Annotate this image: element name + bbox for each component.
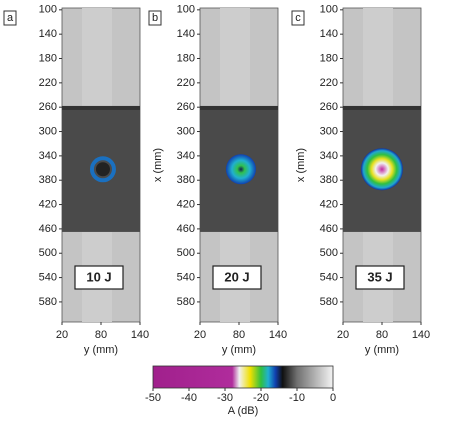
y-tick-label: 180 <box>177 52 195 64</box>
y-tick-label: 380 <box>177 174 195 186</box>
x-axis-label: y (mm) <box>365 344 399 356</box>
y-tick-label: 260 <box>39 101 57 113</box>
plate-edge <box>343 105 421 110</box>
x-tick-label: -30 <box>217 392 233 404</box>
x-tick-label: 140 <box>412 329 430 341</box>
y-tick-label: 580 <box>320 296 338 308</box>
y-tick-label: 340 <box>320 150 338 162</box>
damage-ring <box>89 156 116 183</box>
x-tick-label: 0 <box>330 392 336 404</box>
y-tick-label: 420 <box>320 198 338 210</box>
y-axis-label: x (mm) <box>295 148 307 182</box>
y-tick-label: 420 <box>177 198 195 210</box>
damage-core <box>95 162 110 177</box>
panel-label-box <box>3 10 17 26</box>
x-tick-label: -40 <box>181 392 197 404</box>
y-tick-label: 100 <box>39 4 57 16</box>
y-tick-label: 340 <box>177 150 195 162</box>
y-tick-label: 300 <box>320 125 338 137</box>
y-tick-label: 500 <box>320 247 338 259</box>
y-tick-label: 500 <box>39 247 57 259</box>
x-tick-label: 20 <box>337 329 349 341</box>
y-tick-label: 540 <box>177 271 195 283</box>
x-tick-label: 140 <box>269 329 287 341</box>
y-tick-label: 460 <box>39 223 57 235</box>
y-tick-label: 540 <box>39 271 57 283</box>
x-tick-label: 80 <box>233 329 245 341</box>
panel-label-box <box>148 10 162 26</box>
y-tick-label: 180 <box>39 52 57 64</box>
y-tick-label: 300 <box>177 125 195 137</box>
annotation: 10 J <box>86 269 111 284</box>
plate-edge <box>200 105 278 110</box>
annotation-box <box>74 265 124 290</box>
panel-label-box <box>291 10 305 26</box>
annotation-box <box>212 265 262 290</box>
x-tick-label: 20 <box>56 329 68 341</box>
y-tick-label: 420 <box>39 198 57 210</box>
x-axis-label: A (dB) <box>228 405 259 417</box>
y-tick-label: 260 <box>320 101 338 113</box>
y-tick-label: 340 <box>39 150 57 162</box>
y-tick-label: 540 <box>320 271 338 283</box>
y-tick-label: 140 <box>177 28 195 40</box>
panel-label: c <box>295 12 301 24</box>
y-tick-label: 460 <box>320 223 338 235</box>
x-tick-label: -10 <box>289 392 305 404</box>
y-tick-label: 380 <box>320 174 338 186</box>
x-tick-label: 20 <box>194 329 206 341</box>
y-tick-label: 220 <box>320 77 338 89</box>
annotation-box <box>355 265 405 290</box>
annotation: 35 J <box>367 269 392 284</box>
plate-edge <box>62 105 140 110</box>
y-tick-label: 500 <box>177 247 195 259</box>
y-tick-label: 300 <box>39 125 57 137</box>
y-tick-label: 260 <box>177 101 195 113</box>
x-tick-label: 80 <box>95 329 107 341</box>
x-tick-label: -20 <box>253 392 269 404</box>
x-tick-label: -50 <box>145 392 161 404</box>
panel-label: b <box>152 12 158 24</box>
damage-area <box>360 148 403 191</box>
y-tick-label: 140 <box>39 28 57 40</box>
y-tick-label: 580 <box>177 296 195 308</box>
y-axis-label: x (mm) <box>152 148 164 182</box>
y-tick-label: 100 <box>320 4 338 16</box>
x-tick-label: 80 <box>376 329 388 341</box>
y-tick-label: 580 <box>39 296 57 308</box>
y-tick-label: 380 <box>39 174 57 186</box>
colorbar <box>152 365 334 389</box>
x-axis-label: y (mm) <box>84 344 118 356</box>
annotation: 20 J <box>224 269 249 284</box>
y-tick-label: 220 <box>39 77 57 89</box>
y-tick-label: 100 <box>177 4 195 16</box>
panel-label: a <box>7 12 14 24</box>
y-tick-label: 220 <box>177 77 195 89</box>
x-axis-label: y (mm) <box>222 344 256 356</box>
y-tick-label: 180 <box>320 52 338 64</box>
x-tick-label: 140 <box>131 329 149 341</box>
damage-area <box>225 154 256 185</box>
y-tick-label: 140 <box>320 28 338 40</box>
y-tick-label: 460 <box>177 223 195 235</box>
